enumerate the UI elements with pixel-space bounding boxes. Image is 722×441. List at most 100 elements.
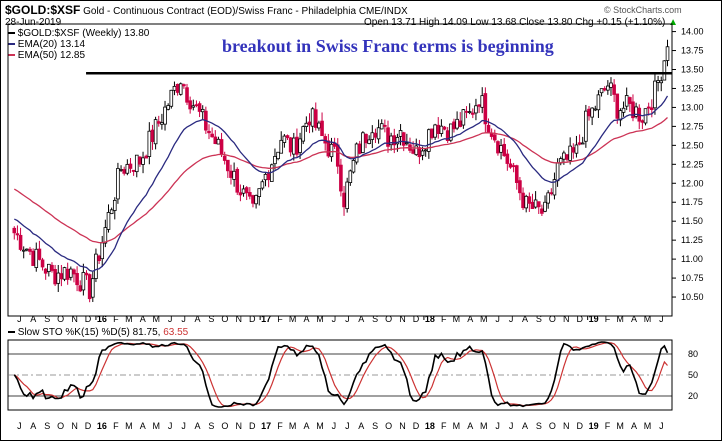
candle-body: [587, 108, 591, 117]
price-tick-label: 11.00: [681, 254, 703, 264]
x-axis-label: M: [644, 421, 652, 431]
candle-body: [606, 85, 610, 91]
candle-body: [345, 181, 349, 209]
candle-body: [40, 259, 45, 268]
candle-body: [219, 139, 224, 155]
candle-body: [361, 132, 365, 153]
candle-body: [279, 139, 284, 154]
x-axis-label: N: [563, 314, 570, 324]
x-axis-label: A: [631, 314, 637, 324]
candle-body: [34, 248, 39, 268]
candle-body: [78, 285, 83, 292]
candle-body: [486, 124, 491, 134]
candle-body: [514, 165, 519, 183]
x-axis-label: S: [536, 421, 542, 431]
candle-body: [257, 188, 262, 197]
candle-body: [518, 180, 522, 194]
x-axis-label: M: [480, 421, 488, 431]
candle-body: [574, 144, 579, 154]
candle-body: [222, 155, 227, 161]
candle-body: [364, 133, 368, 144]
candle-body: [109, 209, 114, 215]
sto-tick-label: 20: [688, 391, 698, 401]
x-axis-label: S: [208, 421, 214, 431]
candle-body: [659, 80, 664, 84]
candle-body: [624, 95, 629, 107]
x-axis-label: M: [316, 314, 324, 324]
candle-body: [75, 273, 79, 286]
x-axis-label: N: [399, 421, 406, 431]
candle-body: [571, 147, 576, 153]
candle-body: [21, 249, 26, 252]
x-axis-label: O: [549, 314, 556, 324]
candle-body: [160, 122, 164, 125]
candle-body: [285, 135, 290, 139]
candle-body: [50, 264, 54, 271]
legend-main-label: $GOLD:$XSF (Weekly) 13.80: [17, 28, 150, 39]
candle-body: [84, 272, 89, 276]
x-axis-label: J: [495, 421, 500, 431]
candle-body: [295, 136, 299, 155]
candle-body: [640, 120, 645, 123]
candle-body: [134, 154, 139, 173]
candle-body: [420, 150, 425, 156]
candle-body: [169, 89, 174, 107]
candle-body: [273, 155, 277, 165]
candle-body: [449, 123, 453, 141]
x-axis-label: N: [563, 421, 570, 431]
candle-body: [226, 159, 230, 172]
candle-body: [458, 120, 463, 127]
candle-body: [72, 269, 76, 275]
x-axis-label: D: [413, 421, 420, 431]
candle-body: [62, 267, 67, 280]
candle-body: [656, 80, 660, 83]
x-axis-label: A: [522, 421, 528, 431]
sto-k-line: [13, 341, 669, 408]
candle-body: [646, 106, 651, 109]
x-axis-label: M: [453, 314, 461, 324]
candle-body: [241, 188, 246, 194]
candle-body: [653, 80, 657, 109]
ohlc-values: Open 13.71 High 14.09 Low 13.68 Close 13…: [364, 17, 666, 28]
candle-body: [291, 137, 296, 155]
candle-body: [367, 139, 371, 144]
x-axis-label: A: [304, 314, 310, 324]
candle-body: [430, 128, 434, 139]
candle-body: [251, 195, 255, 204]
candle-body: [150, 129, 155, 142]
candle-body: [207, 130, 211, 134]
candle-body: [612, 84, 616, 95]
x-axis-label: J: [168, 421, 173, 431]
candle-body: [103, 227, 108, 244]
candle-body: [210, 133, 214, 138]
candle-body: [43, 268, 48, 274]
price-tick-label: 13.50: [681, 65, 704, 75]
candle-body: [593, 108, 598, 111]
candle-body: [131, 169, 136, 172]
x-axis-label: A: [140, 421, 146, 431]
candle-body: [474, 105, 478, 114]
x-axis-label: F: [113, 314, 119, 324]
x-axis-label: J: [495, 314, 500, 324]
x-axis-label: J: [509, 314, 514, 324]
candle-body: [577, 142, 582, 145]
x-axis-label: 17: [261, 314, 271, 324]
candle-body: [376, 127, 381, 140]
candle-body: [511, 165, 516, 167]
candle-body: [128, 163, 133, 169]
candle-body: [411, 149, 415, 154]
sto-legend-label: Slow STO %K(15) %D(5) 81.75,: [17, 327, 161, 338]
candle-body: [301, 126, 306, 142]
sto-legend-d-value: 63.55: [163, 327, 189, 338]
x-axis-label: A: [358, 314, 364, 324]
legend-ema20: EMA(20) 13.14: [8, 39, 85, 50]
x-axis-label: J: [332, 314, 337, 324]
ohlc-summary: Open 13.71 High 14.09 Low 13.68 Close 13…: [364, 17, 678, 28]
x-axis-label: A: [358, 421, 364, 431]
candle-body: [317, 122, 321, 129]
price-tick-label: 11.50: [681, 216, 703, 226]
candle-body: [379, 123, 384, 130]
candle-body: [354, 143, 359, 163]
x-axis-label: D: [85, 421, 92, 431]
candle-body: [615, 93, 620, 119]
